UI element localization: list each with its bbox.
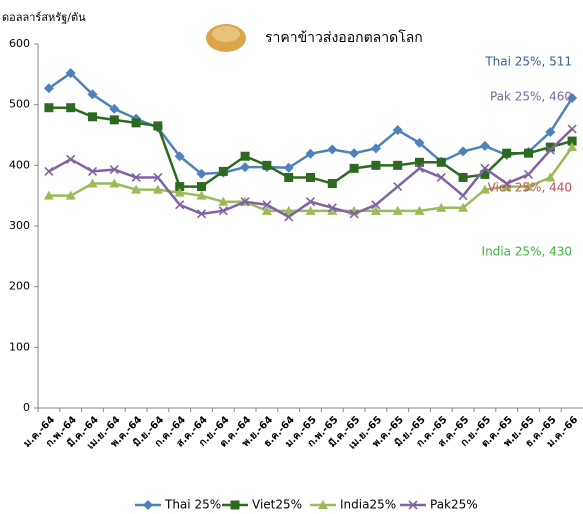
data-point: [349, 148, 359, 158]
annotation: Viet 25%, 440: [488, 181, 572, 195]
data-point: [44, 103, 53, 112]
legend-marker: [143, 500, 153, 510]
legend-label: Viet25%: [252, 498, 302, 512]
legend-label: Thai 25%: [164, 498, 221, 512]
data-point: [284, 173, 293, 182]
legend-label: Pak25%: [430, 498, 478, 512]
data-point: [327, 145, 337, 155]
data-point: [197, 182, 206, 191]
data-point: [394, 183, 402, 191]
legend-marker: [231, 501, 240, 510]
y-tick-label: 0: [23, 401, 30, 414]
y-tick-label: 100: [9, 340, 30, 353]
data-point: [153, 121, 162, 130]
annotation: Thai 25%, 511: [484, 55, 572, 69]
data-point: [480, 141, 490, 151]
data-point: [88, 112, 97, 121]
data-point: [262, 161, 271, 170]
chart: ราคาข้าวส่งออกตลาดโลก ดอลลาร์สหรัฐ/ตัน 0…: [0, 0, 583, 514]
data-point: [306, 173, 315, 182]
data-point: [459, 192, 467, 200]
data-point: [240, 162, 250, 172]
chart-title: ราคาข้าวส่งออกตลาดโลก: [265, 29, 423, 46]
data-point: [458, 146, 468, 156]
data-point: [393, 161, 402, 170]
series-line: [49, 129, 572, 217]
data-point: [110, 115, 119, 124]
data-point: [350, 164, 359, 173]
data-point: [371, 161, 380, 170]
annotation: Pak 25%, 460: [490, 90, 572, 104]
data-point: [241, 152, 250, 161]
data-point: [219, 167, 228, 176]
y-axis-label: ดอลลาร์สหรัฐ/ตัน: [2, 11, 86, 24]
y-tick-label: 400: [9, 158, 30, 171]
data-point: [437, 158, 446, 167]
data-point: [132, 118, 141, 127]
y-tick-label: 200: [9, 280, 30, 293]
data-point: [568, 125, 576, 133]
data-point: [45, 167, 53, 175]
data-point: [67, 155, 75, 163]
y-tick-label: 500: [9, 98, 30, 111]
data-point: [459, 173, 468, 182]
data-point: [328, 179, 337, 188]
legend-label: India25%: [340, 498, 396, 512]
annotation: India 25%, 430: [482, 245, 572, 259]
data-point: [502, 149, 511, 158]
data-point: [66, 103, 75, 112]
y-tick-label: 300: [9, 219, 30, 232]
rice-icon-highlight: [212, 26, 240, 42]
y-tick-label: 600: [9, 37, 30, 50]
data-point: [524, 149, 533, 158]
